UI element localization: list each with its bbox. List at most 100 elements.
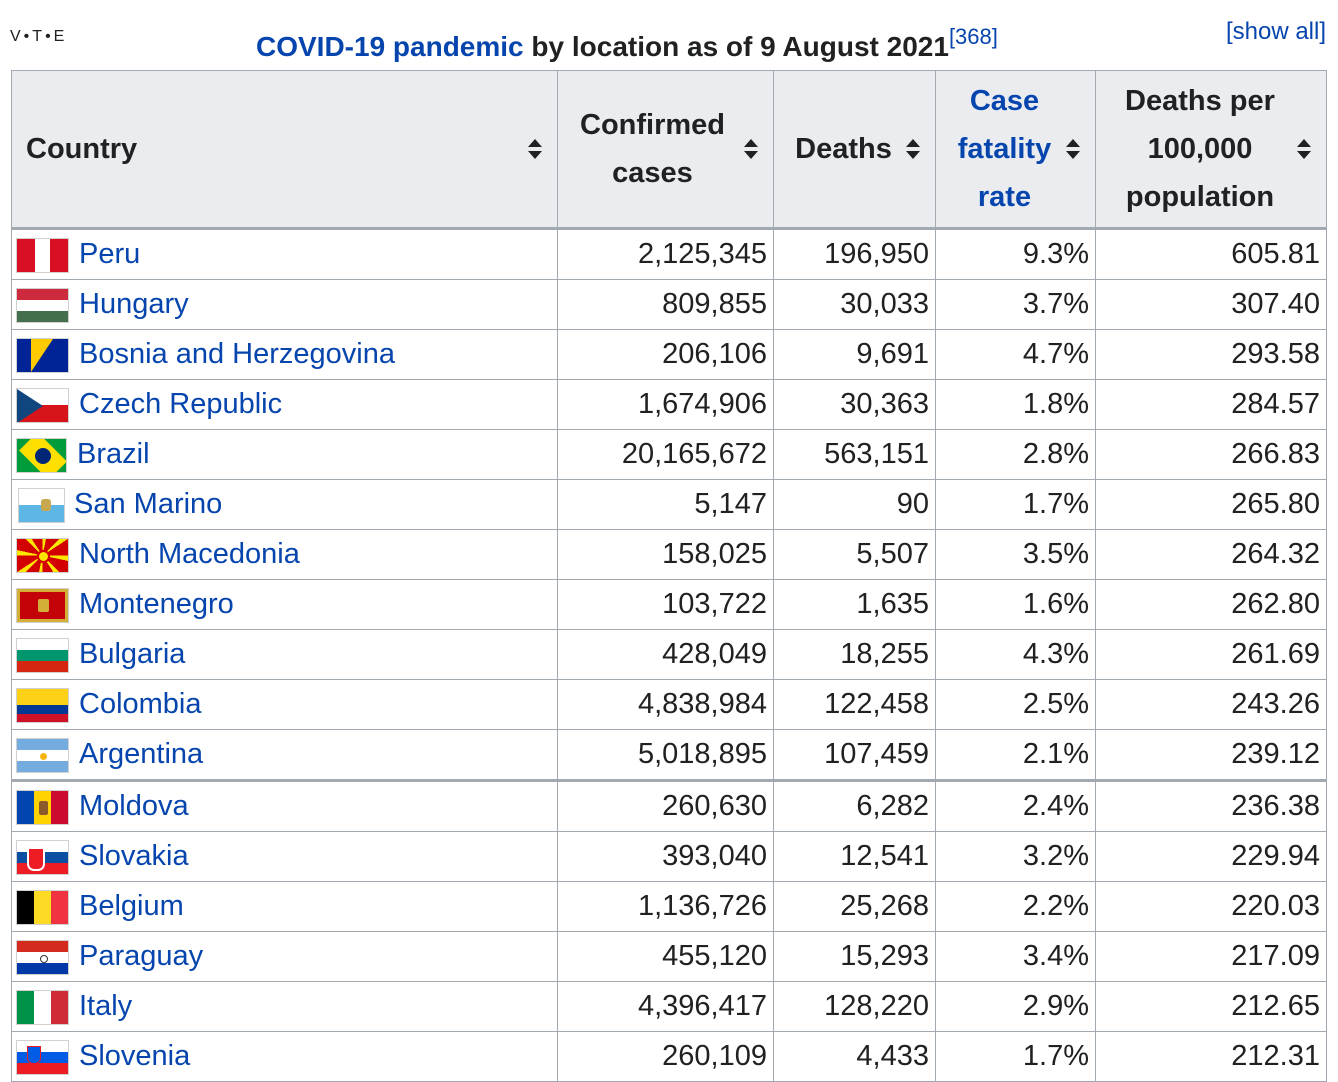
cell-deaths: 196,950	[773, 228, 936, 280]
cell-country: Hungary	[11, 279, 558, 330]
talk-link[interactable]: T	[32, 28, 44, 45]
table-row: Slovakia 393,040 12,541 3.2% 229.94	[11, 831, 1327, 882]
header-confirmed-label: Confirmed cases	[580, 109, 725, 189]
cell-confirmed-cases: 428,049	[557, 629, 774, 680]
cell-country: Bulgaria	[11, 629, 558, 680]
peru-flag-icon[interactable]	[16, 237, 69, 273]
slovenia-flag-icon[interactable]	[16, 1039, 69, 1075]
brazil-flag-icon[interactable]	[16, 437, 67, 473]
header-country[interactable]: Country	[11, 70, 558, 230]
table-row: Argentina 5,018,895 107,459 2.1% 239.12	[11, 729, 1327, 782]
cell-country: Peru	[11, 228, 558, 280]
cell-deaths: 30,363	[773, 379, 936, 430]
table-row: Peru 2,125,345 196,950 9.3% 605.81	[11, 228, 1327, 280]
cell-confirmed-cases: 5,147	[557, 479, 774, 530]
header-per100k-label: Deaths per 100,000 population	[1125, 85, 1275, 213]
argentina-flag-icon[interactable]	[16, 737, 69, 773]
covid-pandemic-link[interactable]: COVID-19 pandemic	[256, 31, 524, 62]
header-deaths[interactable]: Deaths	[773, 70, 936, 230]
cell-deaths-per-100k: 284.57	[1095, 379, 1327, 430]
country-link[interactable]: North Macedonia	[79, 538, 300, 570]
country-link[interactable]: Argentina	[79, 738, 204, 770]
country-link[interactable]: Moldova	[79, 790, 189, 822]
bulgaria-flag-icon[interactable]	[16, 637, 69, 673]
country-link[interactable]: Hungary	[79, 288, 189, 320]
belgium-flag-icon[interactable]	[16, 889, 69, 925]
table-row: Italy 4,396,417 128,220 2.9% 212.65	[11, 981, 1327, 1032]
macedonia-flag-icon[interactable]	[16, 537, 69, 573]
cell-country: Belgium	[11, 881, 558, 932]
country-link[interactable]: Slovakia	[79, 840, 189, 872]
cell-confirmed-cases: 393,040	[557, 831, 774, 882]
header-per100k[interactable]: Deaths per 100,000 population	[1095, 70, 1327, 230]
cell-deaths: 9,691	[773, 329, 936, 380]
cell-confirmed-cases: 158,025	[557, 529, 774, 580]
country-link[interactable]: Brazil	[77, 438, 150, 470]
country-link[interactable]: Paraguay	[79, 940, 204, 972]
country-link[interactable]: Bosnia and Herzegovina	[79, 338, 395, 370]
covid-table: Country Confirmed cases Deaths Case fata…	[11, 70, 1327, 1082]
country-link[interactable]: Slovenia	[79, 1040, 191, 1072]
montenegro-flag-icon[interactable]	[16, 587, 69, 623]
hungary-flag-icon[interactable]	[16, 287, 69, 323]
cell-confirmed-cases: 20,165,672	[557, 429, 774, 480]
country-link[interactable]: Peru	[79, 238, 141, 270]
country-link[interactable]: Colombia	[79, 688, 202, 720]
cell-country: Brazil	[11, 429, 558, 480]
cell-confirmed-cases: 1,136,726	[557, 881, 774, 932]
table-row: Moldova 260,630 6,282 2.4% 236.38	[11, 780, 1327, 832]
cell-confirmed-cases: 260,630	[557, 780, 774, 832]
cell-deaths-per-100k: 262.80	[1095, 579, 1327, 630]
cell-country: Moldova	[11, 780, 558, 832]
sort-icon[interactable]	[1296, 137, 1312, 161]
view-link[interactable]: V	[10, 28, 22, 45]
sort-icon[interactable]	[743, 137, 759, 161]
country-link[interactable]: Czech Republic	[79, 388, 283, 420]
cell-confirmed-cases: 4,838,984	[557, 679, 774, 730]
cell-deaths-per-100k: 293.58	[1095, 329, 1327, 380]
sanmarino-flag-icon[interactable]	[18, 487, 65, 523]
cell-country: Slovakia	[11, 831, 558, 882]
cell-deaths-per-100k: 261.69	[1095, 629, 1327, 680]
cell-deaths: 107,459	[773, 729, 936, 782]
paraguay-flag-icon[interactable]	[16, 939, 69, 975]
cell-case-fatality-rate: 3.7%	[935, 279, 1096, 330]
cell-case-fatality-rate: 4.3%	[935, 629, 1096, 680]
reference-link[interactable]: [368]	[948, 24, 998, 49]
edit-link[interactable]: E	[53, 28, 66, 45]
sort-icon[interactable]	[905, 137, 921, 161]
cell-confirmed-cases: 103,722	[557, 579, 774, 630]
czech-flag-icon[interactable]	[16, 387, 69, 423]
country-link[interactable]: Italy	[79, 990, 133, 1022]
cell-case-fatality-rate: 1.7%	[935, 1031, 1096, 1082]
header-confirmed[interactable]: Confirmed cases	[557, 70, 774, 230]
cell-case-fatality-rate: 3.5%	[935, 529, 1096, 580]
show-all-link[interactable]: [show all]	[1225, 18, 1326, 45]
cell-deaths: 18,255	[773, 629, 936, 680]
country-link[interactable]: San Marino	[74, 488, 223, 520]
sort-icon[interactable]	[527, 137, 543, 161]
cell-case-fatality-rate: 3.4%	[935, 931, 1096, 982]
cell-country: San Marino	[11, 479, 558, 530]
slovakia-flag-icon[interactable]	[16, 839, 69, 875]
country-link[interactable]: Montenegro	[79, 588, 234, 620]
moldova-flag-icon[interactable]	[16, 789, 69, 825]
cell-case-fatality-rate: 2.2%	[935, 881, 1096, 932]
cell-deaths-per-100k: 236.38	[1095, 780, 1327, 832]
table-row: Hungary 809,855 30,033 3.7% 307.40	[11, 279, 1327, 330]
header-cfr-link[interactable]: Case fatality rate	[957, 85, 1052, 213]
cell-deaths: 5,507	[773, 529, 936, 580]
bosnia-flag-icon[interactable]	[16, 337, 69, 373]
sort-icon[interactable]	[1065, 137, 1081, 161]
cell-deaths-per-100k: 239.12	[1095, 729, 1327, 782]
cell-case-fatality-rate: 2.4%	[935, 780, 1096, 832]
cell-deaths: 25,268	[773, 881, 936, 932]
colombia-flag-icon[interactable]	[16, 687, 69, 723]
italy-flag-icon[interactable]	[16, 989, 69, 1025]
country-link[interactable]: Belgium	[79, 890, 184, 922]
country-link[interactable]: Bulgaria	[79, 638, 186, 670]
header-cfr[interactable]: Case fatality rate	[935, 70, 1096, 230]
cell-case-fatality-rate: 3.2%	[935, 831, 1096, 882]
table-row: Belgium 1,136,726 25,268 2.2% 220.03	[11, 881, 1327, 932]
cell-confirmed-cases: 206,106	[557, 329, 774, 380]
